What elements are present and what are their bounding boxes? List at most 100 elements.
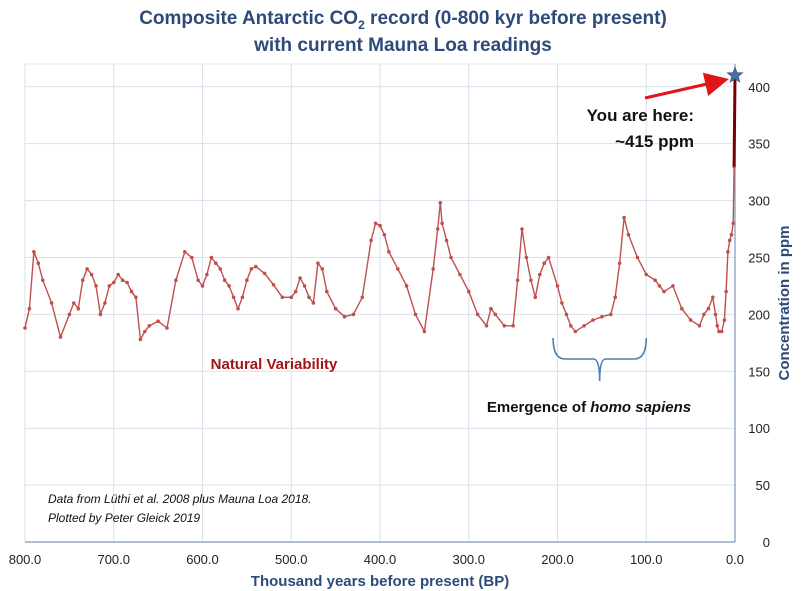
homo-sapiens-italic: homo sapiens bbox=[590, 399, 691, 416]
x-tick-label: 800.0 bbox=[9, 552, 42, 567]
data-point bbox=[475, 312, 480, 317]
data-point bbox=[369, 238, 373, 243]
data-point bbox=[138, 337, 143, 342]
data-point bbox=[112, 280, 116, 285]
data-point bbox=[717, 329, 721, 334]
y-tick-label: 250 bbox=[748, 250, 770, 265]
data-point bbox=[333, 306, 338, 311]
data-point bbox=[107, 284, 112, 288]
data-point bbox=[103, 301, 107, 305]
data-credit-line1: Data from Lüthi et al. 2008 plus Mauna L… bbox=[48, 492, 312, 506]
data-point bbox=[325, 289, 329, 294]
data-point bbox=[644, 272, 649, 277]
data-point bbox=[449, 255, 453, 260]
data-point bbox=[617, 261, 622, 266]
data-point bbox=[697, 324, 702, 328]
ppm-label: ~415 ppm bbox=[615, 132, 694, 151]
data-point bbox=[165, 326, 169, 330]
y-tick-label: 350 bbox=[748, 137, 770, 152]
data-point bbox=[657, 284, 662, 288]
data-point bbox=[533, 295, 538, 300]
data-point bbox=[76, 306, 81, 311]
title-subscript: 2 bbox=[358, 18, 365, 32]
chart-title-line1: Composite Antarctic CO2 record (0-800 ky… bbox=[139, 8, 667, 32]
data-point bbox=[125, 280, 129, 285]
data-point bbox=[320, 267, 325, 271]
x-tick-label: 400.0 bbox=[364, 552, 397, 567]
x-tick-labels: 800.0 700.0 600.0 500.0 400.0 300.0 200.0 100.0… bbox=[9, 552, 744, 567]
data-point bbox=[196, 278, 200, 283]
data-point bbox=[435, 227, 440, 231]
data-point bbox=[573, 329, 578, 334]
homo-sapiens-prefix: Emergence of bbox=[487, 399, 590, 416]
x-tick-label: 500.0 bbox=[275, 552, 308, 567]
data-point bbox=[702, 312, 706, 317]
y-tick-label: 50 bbox=[756, 478, 770, 493]
y-tick-label: 150 bbox=[748, 364, 770, 379]
x-tick-label: 100.0 bbox=[630, 552, 663, 567]
y-tick-labels: 0 50 100 150 200 250 300 350 400 bbox=[748, 80, 770, 550]
data-point bbox=[58, 335, 63, 339]
data-point bbox=[582, 324, 586, 328]
data-point bbox=[143, 329, 147, 334]
data-point bbox=[729, 232, 734, 237]
data-point bbox=[254, 264, 258, 269]
data-point bbox=[396, 267, 400, 271]
data-point bbox=[120, 278, 125, 283]
data-point bbox=[342, 314, 347, 319]
you-are-here-label: You are here: bbox=[587, 106, 694, 125]
you-are-here-arrow bbox=[644, 72, 729, 100]
data-point bbox=[520, 227, 524, 231]
data-point bbox=[98, 312, 103, 317]
data-point bbox=[156, 319, 160, 324]
data-point bbox=[458, 272, 462, 277]
data-point bbox=[493, 312, 498, 317]
data-point bbox=[529, 278, 533, 283]
data-point bbox=[671, 284, 675, 288]
data-point bbox=[222, 278, 227, 283]
data-point bbox=[524, 255, 529, 260]
y-tick-label: 100 bbox=[748, 421, 770, 436]
data-point bbox=[431, 267, 436, 271]
data-point bbox=[231, 295, 236, 300]
data-point bbox=[311, 301, 316, 305]
co2-series-points bbox=[23, 164, 736, 342]
data-point bbox=[289, 295, 294, 300]
vertical-gridlines bbox=[24, 64, 647, 542]
data-point bbox=[280, 295, 285, 300]
data-point bbox=[713, 312, 718, 317]
data-point bbox=[440, 221, 444, 226]
x-tick-label: 300.0 bbox=[452, 552, 485, 567]
data-point bbox=[511, 324, 515, 328]
data-point bbox=[688, 318, 693, 322]
data-point bbox=[711, 295, 715, 300]
x-tick-label: 200.0 bbox=[541, 552, 574, 567]
data-point bbox=[214, 261, 218, 266]
data-point bbox=[727, 238, 732, 243]
data-point bbox=[298, 276, 302, 280]
data-point bbox=[23, 326, 27, 330]
data-point bbox=[36, 261, 41, 266]
data-point bbox=[116, 272, 120, 277]
data-point bbox=[129, 289, 134, 294]
data-point bbox=[240, 295, 245, 300]
current-reading-star-icon bbox=[726, 66, 744, 83]
data-point bbox=[134, 295, 138, 300]
homo-sapiens-brace bbox=[552, 337, 648, 382]
data-point bbox=[600, 314, 604, 319]
data-credit-line2: Plotted by Peter Gleick 2019 bbox=[48, 511, 200, 525]
data-point bbox=[546, 255, 551, 260]
data-point bbox=[183, 250, 187, 254]
data-point bbox=[555, 284, 560, 288]
data-point bbox=[32, 250, 36, 254]
data-point bbox=[190, 255, 194, 260]
data-point bbox=[422, 329, 427, 334]
data-point bbox=[209, 255, 214, 260]
data-point bbox=[404, 284, 409, 288]
x-axis-title: Thousand years before present (BP) bbox=[251, 573, 509, 590]
data-point bbox=[662, 289, 666, 294]
data-point bbox=[560, 301, 564, 305]
data-point bbox=[41, 278, 45, 283]
data-point bbox=[293, 289, 298, 294]
data-point bbox=[72, 301, 76, 305]
